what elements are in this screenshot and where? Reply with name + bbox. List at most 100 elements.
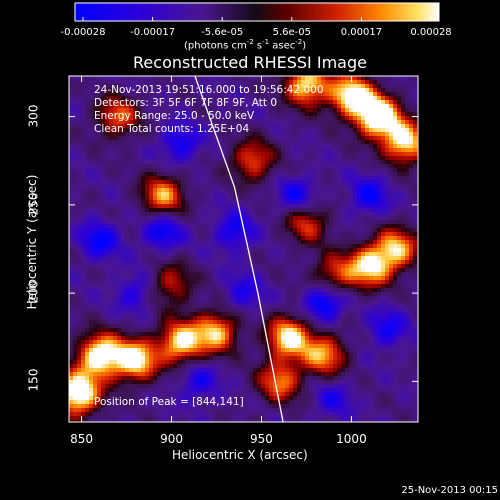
heatmap-cell xyxy=(281,292,285,296)
heatmap-cell xyxy=(245,288,249,292)
heatmap-cell xyxy=(157,108,161,112)
heatmap-cell xyxy=(157,216,161,220)
heatmap-cell xyxy=(165,248,169,252)
heatmap-cell xyxy=(389,228,393,232)
heatmap-cell xyxy=(409,280,413,284)
heatmap-cell xyxy=(401,288,405,292)
heatmap-cell xyxy=(121,156,125,160)
heatmap-cell xyxy=(353,164,357,168)
heatmap-cell xyxy=(313,200,317,204)
heatmap-cell xyxy=(389,112,393,116)
heatmap-cell xyxy=(373,256,377,260)
heatmap-cell xyxy=(73,232,77,236)
heatmap-cell xyxy=(397,160,401,164)
heatmap-cell xyxy=(145,76,149,80)
heatmap-cell xyxy=(329,104,333,108)
heatmap-cell xyxy=(197,276,201,280)
heatmap-cell xyxy=(145,96,149,100)
heatmap-cell xyxy=(229,100,233,104)
heatmap-cell xyxy=(93,136,97,140)
heatmap-cell xyxy=(153,232,157,236)
heatmap-cell xyxy=(297,264,301,268)
heatmap-cell xyxy=(153,240,157,244)
heatmap-cell xyxy=(389,204,393,208)
heatmap-cell xyxy=(261,116,265,120)
heatmap-cell xyxy=(313,156,317,160)
heatmap-cell xyxy=(141,276,145,280)
heatmap-cell xyxy=(253,112,257,116)
heatmap-cell xyxy=(193,188,197,192)
heatmap-cell xyxy=(221,84,225,88)
heatmap-cell xyxy=(301,76,305,80)
heatmap-cell xyxy=(249,276,253,280)
heatmap-cell xyxy=(153,260,157,264)
heatmap-cell xyxy=(409,284,413,288)
heatmap-cell xyxy=(221,208,225,212)
heatmap-cell xyxy=(385,192,389,196)
heatmap-cell xyxy=(329,156,333,160)
heatmap-cell xyxy=(369,84,373,88)
heatmap-cell xyxy=(201,136,205,140)
heatmap-cell xyxy=(309,96,313,100)
heatmap-cell xyxy=(217,288,221,292)
heatmap-cell xyxy=(245,216,249,220)
heatmap-cell xyxy=(121,80,125,84)
heatmap-cell xyxy=(121,232,125,236)
heatmap-cell xyxy=(345,280,349,284)
heatmap-cell xyxy=(313,264,317,268)
heatmap-cell xyxy=(397,276,401,280)
heatmap-cell xyxy=(385,96,389,100)
heatmap-cell xyxy=(225,160,229,164)
heatmap-cell xyxy=(225,136,229,140)
heatmap-cell xyxy=(313,128,317,132)
heatmap-cell xyxy=(69,88,73,92)
heatmap-cell xyxy=(321,280,325,284)
heatmap-cell xyxy=(245,208,249,212)
heatmap-cell xyxy=(269,108,273,112)
heatmap-cell xyxy=(413,96,417,100)
heatmap-cell xyxy=(253,124,257,128)
heatmap-cell xyxy=(217,148,221,152)
heatmap-cell xyxy=(337,240,341,244)
heatmap-cell xyxy=(213,252,217,256)
heatmap-cell xyxy=(189,124,193,128)
heatmap-cell xyxy=(177,172,181,176)
heatmap-cell xyxy=(129,96,133,100)
heatmap-cell xyxy=(193,116,197,120)
heatmap-cell xyxy=(413,252,417,256)
heatmap-cell xyxy=(113,144,117,148)
heatmap-cell xyxy=(161,96,165,100)
heatmap-cell xyxy=(293,120,297,124)
heatmap-cell xyxy=(149,248,153,252)
heatmap-cell xyxy=(285,284,289,288)
heatmap-cell xyxy=(361,220,365,224)
heatmap-cell xyxy=(325,116,329,120)
heatmap-cell xyxy=(261,192,265,196)
heatmap-cell xyxy=(241,248,245,252)
heatmap-cell xyxy=(149,220,153,224)
heatmap-cell xyxy=(293,104,297,108)
heatmap-cell xyxy=(385,268,389,272)
heatmap-cell xyxy=(229,228,233,232)
heatmap-cell xyxy=(281,216,285,220)
heatmap-cell xyxy=(277,116,281,120)
heatmap-cell xyxy=(413,220,417,224)
heatmap-cell xyxy=(209,168,213,172)
heatmap-cell xyxy=(161,240,165,244)
heatmap-cell xyxy=(273,180,277,184)
heatmap-cell xyxy=(201,100,205,104)
heatmap-cell xyxy=(181,76,185,80)
heatmap-cell xyxy=(149,164,153,168)
heatmap-cell xyxy=(149,140,153,144)
heatmap-cell xyxy=(369,88,373,92)
heatmap-cell xyxy=(209,160,213,164)
heatmap-cell xyxy=(249,296,253,300)
heatmap-cell xyxy=(125,116,129,120)
heatmap-cell xyxy=(325,216,329,220)
heatmap-cell xyxy=(281,100,285,104)
heatmap-cell xyxy=(165,256,169,260)
heatmap-cell xyxy=(101,136,105,140)
heatmap-cell xyxy=(85,272,89,276)
heatmap-cell xyxy=(97,204,101,208)
heatmap-cell xyxy=(317,204,321,208)
